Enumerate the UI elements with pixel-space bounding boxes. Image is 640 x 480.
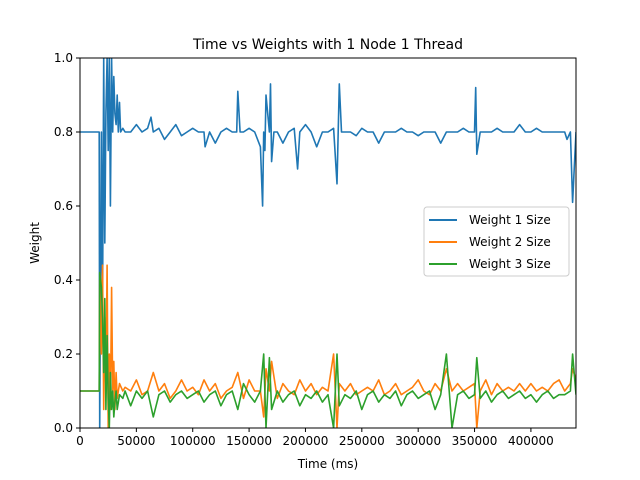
series-line-3 bbox=[80, 271, 576, 428]
legend: Weight 1 Size Weight 2 Size Weight 3 Size bbox=[423, 206, 570, 277]
plot-frame bbox=[79, 57, 577, 429]
x-tick-label: 0 bbox=[76, 434, 84, 448]
x-tick-label: 250000 bbox=[339, 434, 385, 448]
legend-label: Weight 1 Size bbox=[469, 213, 551, 227]
y-tick-label: 0.8 bbox=[54, 125, 73, 139]
chart-title: Time vs Weights with 1 Node 1 Thread bbox=[192, 37, 463, 53]
x-tick-label: 50000 bbox=[117, 434, 155, 448]
series-line-1 bbox=[80, 58, 576, 428]
y-tick-label: 0.0 bbox=[54, 421, 73, 435]
y-tick-label: 0.6 bbox=[54, 199, 73, 213]
x-tick-label: 300000 bbox=[395, 434, 441, 448]
plot-lines bbox=[80, 58, 576, 428]
y-axis-label: Weight bbox=[28, 222, 42, 264]
legend-label: Weight 2 Size bbox=[469, 235, 551, 249]
legend-box bbox=[423, 206, 570, 277]
x-tick-label: 150000 bbox=[226, 434, 272, 448]
x-tick-label: 400000 bbox=[508, 434, 554, 448]
y-tick-label: 0.4 bbox=[54, 273, 73, 287]
legend-label: Weight 3 Size bbox=[469, 257, 551, 271]
y-axis: 0.0 0.2 0.4 0.6 0.8 1.0 bbox=[54, 51, 80, 435]
x-tick-label: 100000 bbox=[170, 434, 216, 448]
x-axis-label: Time (ms) bbox=[297, 457, 359, 471]
y-tick-label: 1.0 bbox=[54, 51, 73, 65]
x-tick-label: 200000 bbox=[283, 434, 329, 448]
y-tick-label: 0.2 bbox=[54, 347, 73, 361]
series-line-2 bbox=[80, 264, 576, 428]
x-tick-label: 350000 bbox=[452, 434, 498, 448]
x-axis: 0 50000 100000 150000 200000 250000 300000 3500… bbox=[76, 428, 554, 448]
